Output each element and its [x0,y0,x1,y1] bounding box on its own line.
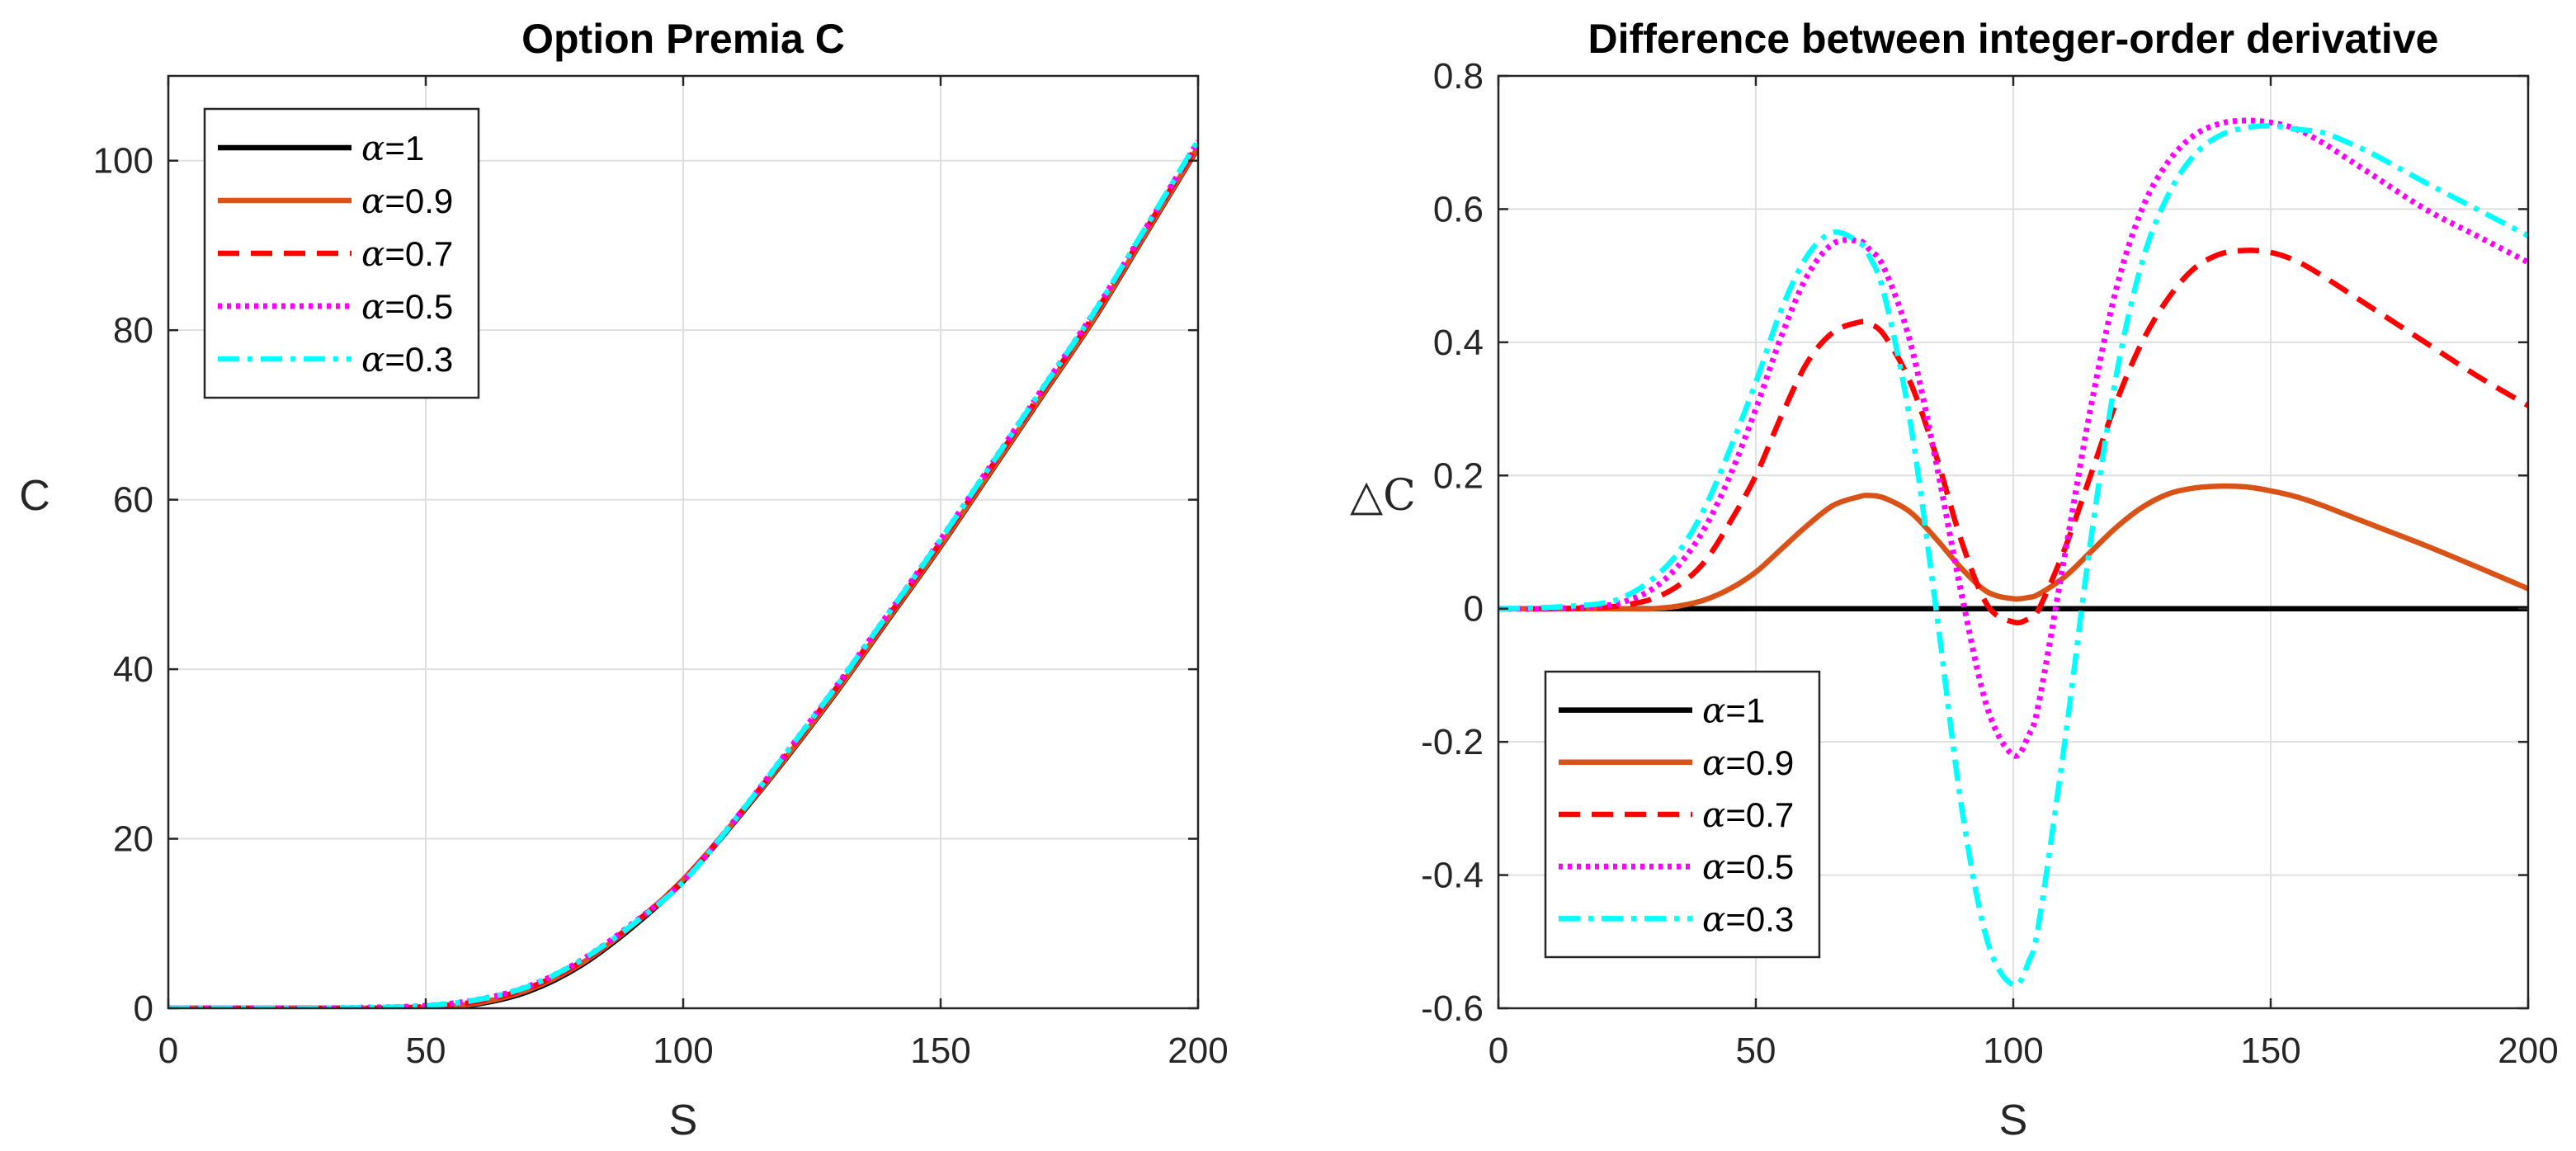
x-tick-label: 200 [1168,1031,1228,1071]
y-tick-label: 0.8 [1433,56,1484,97]
y-tick-label: -0.2 [1421,722,1484,762]
legend-alpha-value: =0.9 [385,182,453,220]
x-tick-label: 50 [1736,1031,1776,1071]
y-tick-label: 20 [113,819,153,860]
x-tick-label: 0 [158,1031,178,1071]
legend-alpha-symbol: α [361,339,385,380]
legend-alpha-symbol: α [361,234,385,274]
y-axis-label: △C [1350,471,1416,521]
legend-alpha-symbol: α [361,128,385,168]
legend-box [1544,670,1821,959]
legend-label: α=0.5 [361,286,453,327]
series-line-alpha-0-3 [1498,123,2528,988]
legend-label: α=0.7 [361,234,453,274]
legend-alpha-value: =0.7 [1725,795,1794,834]
left-chart-option-premia: 0 50 100 150 200 0 20 40 60 80 100 Option Premia C S… [19,16,1228,1144]
series-line-alpha-0-9 [1498,483,2528,612]
series-group [1498,117,2528,988]
chart-title: Option Premia C [521,16,845,62]
y-tick-label: 40 [113,649,153,690]
x-tick-label: 100 [1983,1031,2043,1071]
series-line-alpha-0-7 [1498,248,2528,625]
y-tick-label: 60 [113,480,153,521]
y-tick-label: 0 [134,988,153,1029]
legend-box [203,107,480,399]
x-tick-label: 200 [2498,1031,2558,1071]
y-tick-label: -0.6 [1421,988,1484,1029]
y-tick-label: -0.4 [1421,856,1484,896]
legend-alpha-symbol: α [361,181,385,221]
legend-label: α=0.3 [1702,899,1794,939]
legend-alpha-value: =0.5 [385,287,453,326]
legend-alpha-value: =1 [385,129,424,167]
legend-alpha-value: =1 [1725,691,1765,730]
legend-label: α=0.9 [1702,743,1794,783]
legend-label: α=1 [361,128,424,168]
legend-label: α=0.7 [1702,795,1794,835]
legend-alpha-symbol: α [1702,899,1725,939]
legend-alpha-symbol: α [1702,795,1725,835]
y-tick-label: 0.2 [1433,455,1484,496]
y-tick-label: 0.4 [1433,323,1484,363]
legend-alpha-value: =0.7 [385,234,453,273]
x-tick-label: 150 [910,1031,970,1071]
y-axis-label: C [19,472,50,520]
legend-alpha-symbol: α [1702,691,1725,731]
x-tick-label: 100 [653,1031,713,1071]
legend: α=1α=0.9α=0.7α=0.5α=0.3 [203,107,480,399]
legend-label: α=0.5 [1702,847,1794,887]
chart-title: Difference between integer-order derivat… [1588,16,2439,62]
y-tick-label: 0 [1464,589,1484,630]
legend-alpha-value: =0.3 [385,340,453,379]
legend-alpha-symbol: α [1702,847,1725,887]
legend-alpha-value: =0.5 [1725,847,1794,886]
x-tick-label: 0 [1489,1031,1508,1071]
x-tick-label: 50 [406,1031,446,1071]
legend-alpha-value: =0.3 [1725,899,1794,938]
legend: α=1α=0.9α=0.7α=0.5α=0.3 [1544,670,1821,959]
legend-alpha-value: =0.9 [1725,743,1794,782]
x-axis-label: S [669,1097,698,1144]
legend-label: α=0.3 [361,339,453,380]
y-tick-label: 100 [93,141,153,182]
legend-alpha-symbol: α [361,286,385,327]
y-tick-label: 80 [113,310,153,351]
y-tick-label: 0.6 [1433,189,1484,229]
legend-alpha-symbol: α [1702,743,1725,783]
x-tick-label: 150 [2240,1031,2300,1071]
legend-label: α=1 [1702,691,1765,731]
x-axis-label: S [1999,1097,2028,1144]
right-chart-difference: 0 50 100 150 200 -0.6 -0.4 -0.2 0 0.2 0.4 0.6 0.8 Dif… [1350,16,2559,1144]
legend-label: α=0.9 [361,181,453,221]
